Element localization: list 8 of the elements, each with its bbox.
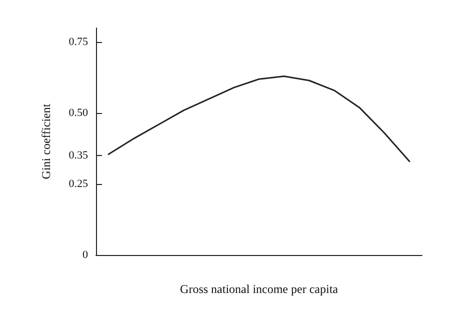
line-series (108, 75, 410, 162)
x-axis-title: Gross national income per capita (180, 282, 339, 296)
y-tick-label: 0.75 (68, 36, 88, 48)
y-axis-title: Gini coefficient (39, 103, 53, 180)
y-tick-label: 0.50 (68, 107, 88, 120)
y-tick-label: 0.25 (68, 178, 88, 190)
y-tick-label: 0.35 (68, 150, 88, 162)
y-tick-label: 0 (82, 249, 88, 261)
